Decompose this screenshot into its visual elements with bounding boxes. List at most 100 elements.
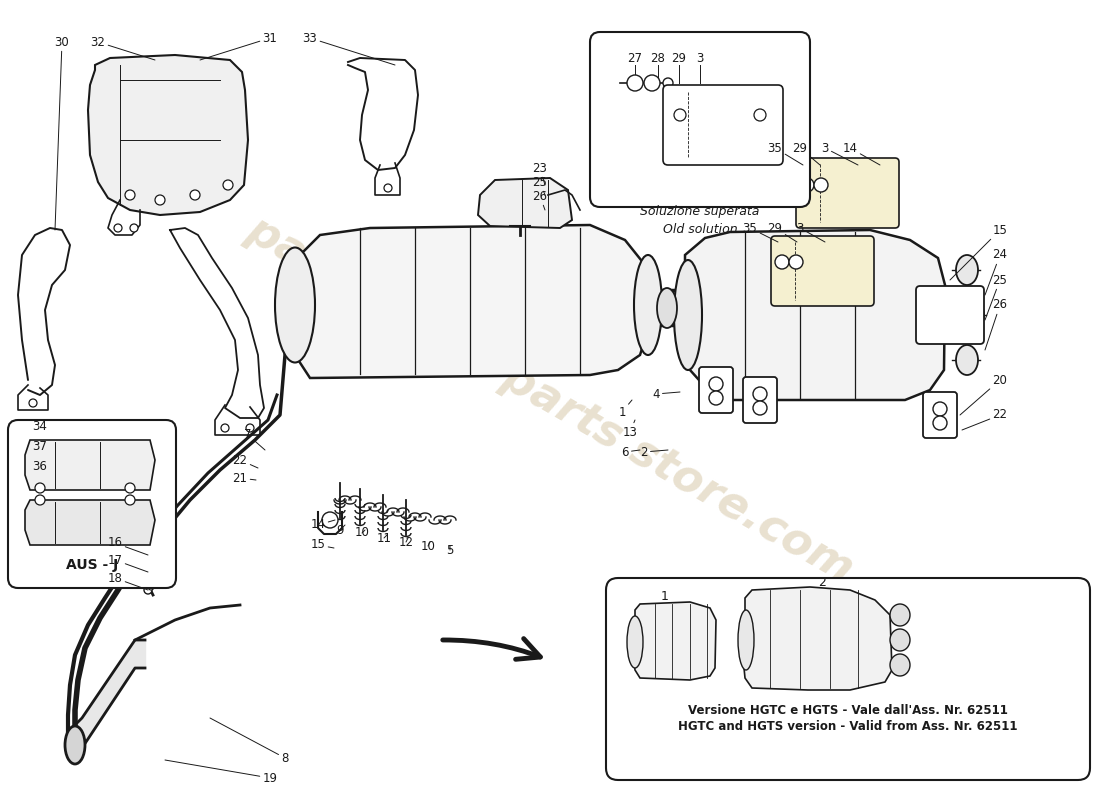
FancyBboxPatch shape	[923, 392, 957, 438]
Text: 33: 33	[302, 31, 395, 65]
Text: 8: 8	[210, 718, 288, 765]
Polygon shape	[25, 500, 155, 545]
Text: 22: 22	[962, 409, 1008, 430]
FancyBboxPatch shape	[796, 158, 899, 228]
Polygon shape	[285, 225, 648, 378]
Text: 3: 3	[696, 51, 704, 65]
Circle shape	[155, 195, 165, 205]
Text: 37: 37	[32, 441, 47, 454]
Text: 25: 25	[532, 175, 548, 195]
Text: 18: 18	[108, 571, 148, 590]
Circle shape	[125, 495, 135, 505]
Circle shape	[148, 549, 154, 555]
Text: 29: 29	[792, 142, 820, 165]
Ellipse shape	[634, 255, 662, 355]
Circle shape	[789, 255, 803, 269]
Text: 26: 26	[984, 298, 1008, 350]
FancyBboxPatch shape	[698, 367, 733, 413]
Circle shape	[144, 551, 152, 559]
FancyBboxPatch shape	[606, 578, 1090, 780]
Circle shape	[754, 109, 766, 121]
Circle shape	[144, 568, 152, 576]
Circle shape	[663, 78, 673, 88]
Text: 27: 27	[627, 51, 642, 65]
FancyBboxPatch shape	[771, 236, 874, 306]
Circle shape	[190, 190, 200, 200]
Circle shape	[710, 391, 723, 405]
FancyBboxPatch shape	[8, 420, 176, 588]
Polygon shape	[683, 230, 945, 400]
Text: 5: 5	[447, 543, 453, 557]
Ellipse shape	[275, 247, 315, 362]
FancyBboxPatch shape	[742, 377, 777, 423]
Ellipse shape	[657, 288, 676, 328]
Text: 19: 19	[165, 760, 277, 785]
Text: Soluzione superata
Old solution: Soluzione superata Old solution	[640, 205, 760, 236]
Text: 3: 3	[822, 142, 858, 165]
Text: 25: 25	[984, 274, 1008, 320]
Text: 35: 35	[768, 142, 803, 165]
Text: 9: 9	[337, 523, 345, 537]
Text: 15: 15	[950, 223, 1008, 280]
Ellipse shape	[65, 726, 85, 764]
Circle shape	[710, 377, 723, 391]
Text: 10: 10	[354, 526, 370, 539]
Text: Versione HGTC e HGTS - Vale dall'Ass. Nr. 62511: Versione HGTC e HGTS - Vale dall'Ass. Nr…	[689, 704, 1008, 717]
Text: HGTC and HGTS version - Valid from Ass. Nr. 62511: HGTC and HGTS version - Valid from Ass. …	[679, 720, 1018, 733]
Ellipse shape	[962, 300, 984, 330]
Text: 4: 4	[652, 387, 680, 401]
FancyBboxPatch shape	[590, 32, 810, 207]
FancyBboxPatch shape	[916, 286, 984, 344]
Text: 2: 2	[640, 446, 668, 458]
Circle shape	[114, 224, 122, 232]
Circle shape	[130, 224, 138, 232]
Circle shape	[933, 402, 947, 416]
Ellipse shape	[674, 260, 702, 370]
Circle shape	[674, 109, 686, 121]
Ellipse shape	[627, 616, 644, 668]
Text: 6: 6	[621, 446, 640, 458]
Text: 14: 14	[843, 142, 880, 165]
Circle shape	[644, 75, 660, 91]
Circle shape	[125, 190, 135, 200]
Text: 1: 1	[618, 400, 632, 418]
Circle shape	[125, 483, 135, 493]
Text: passion for parts store.com: passion for parts store.com	[239, 208, 861, 592]
Polygon shape	[25, 440, 155, 490]
Text: 14: 14	[310, 518, 336, 531]
Circle shape	[148, 584, 154, 590]
FancyBboxPatch shape	[663, 85, 783, 165]
Circle shape	[627, 75, 644, 91]
Ellipse shape	[890, 629, 910, 651]
Text: 35: 35	[742, 222, 778, 242]
Text: 23: 23	[532, 162, 548, 185]
Text: 16: 16	[108, 537, 148, 555]
Ellipse shape	[890, 654, 910, 676]
Text: 24: 24	[984, 249, 1008, 295]
Polygon shape	[632, 602, 716, 680]
Circle shape	[223, 180, 233, 190]
Circle shape	[933, 416, 947, 430]
Ellipse shape	[956, 345, 978, 375]
Circle shape	[754, 401, 767, 415]
Polygon shape	[478, 178, 572, 228]
Text: 11: 11	[376, 531, 392, 545]
Circle shape	[148, 566, 154, 572]
Circle shape	[29, 399, 37, 407]
Circle shape	[814, 178, 828, 192]
Text: 21: 21	[232, 471, 256, 485]
Polygon shape	[742, 587, 892, 690]
Circle shape	[322, 512, 338, 528]
Text: 26: 26	[532, 190, 548, 210]
Circle shape	[800, 178, 814, 192]
Circle shape	[221, 424, 229, 432]
Polygon shape	[88, 55, 248, 215]
Circle shape	[246, 424, 254, 432]
Text: 30: 30	[55, 35, 69, 230]
Text: 12: 12	[398, 535, 414, 549]
Text: 7: 7	[244, 429, 265, 450]
Text: 29: 29	[671, 51, 686, 65]
Circle shape	[776, 255, 789, 269]
Text: 20: 20	[960, 374, 1008, 415]
Text: 22: 22	[232, 454, 258, 468]
